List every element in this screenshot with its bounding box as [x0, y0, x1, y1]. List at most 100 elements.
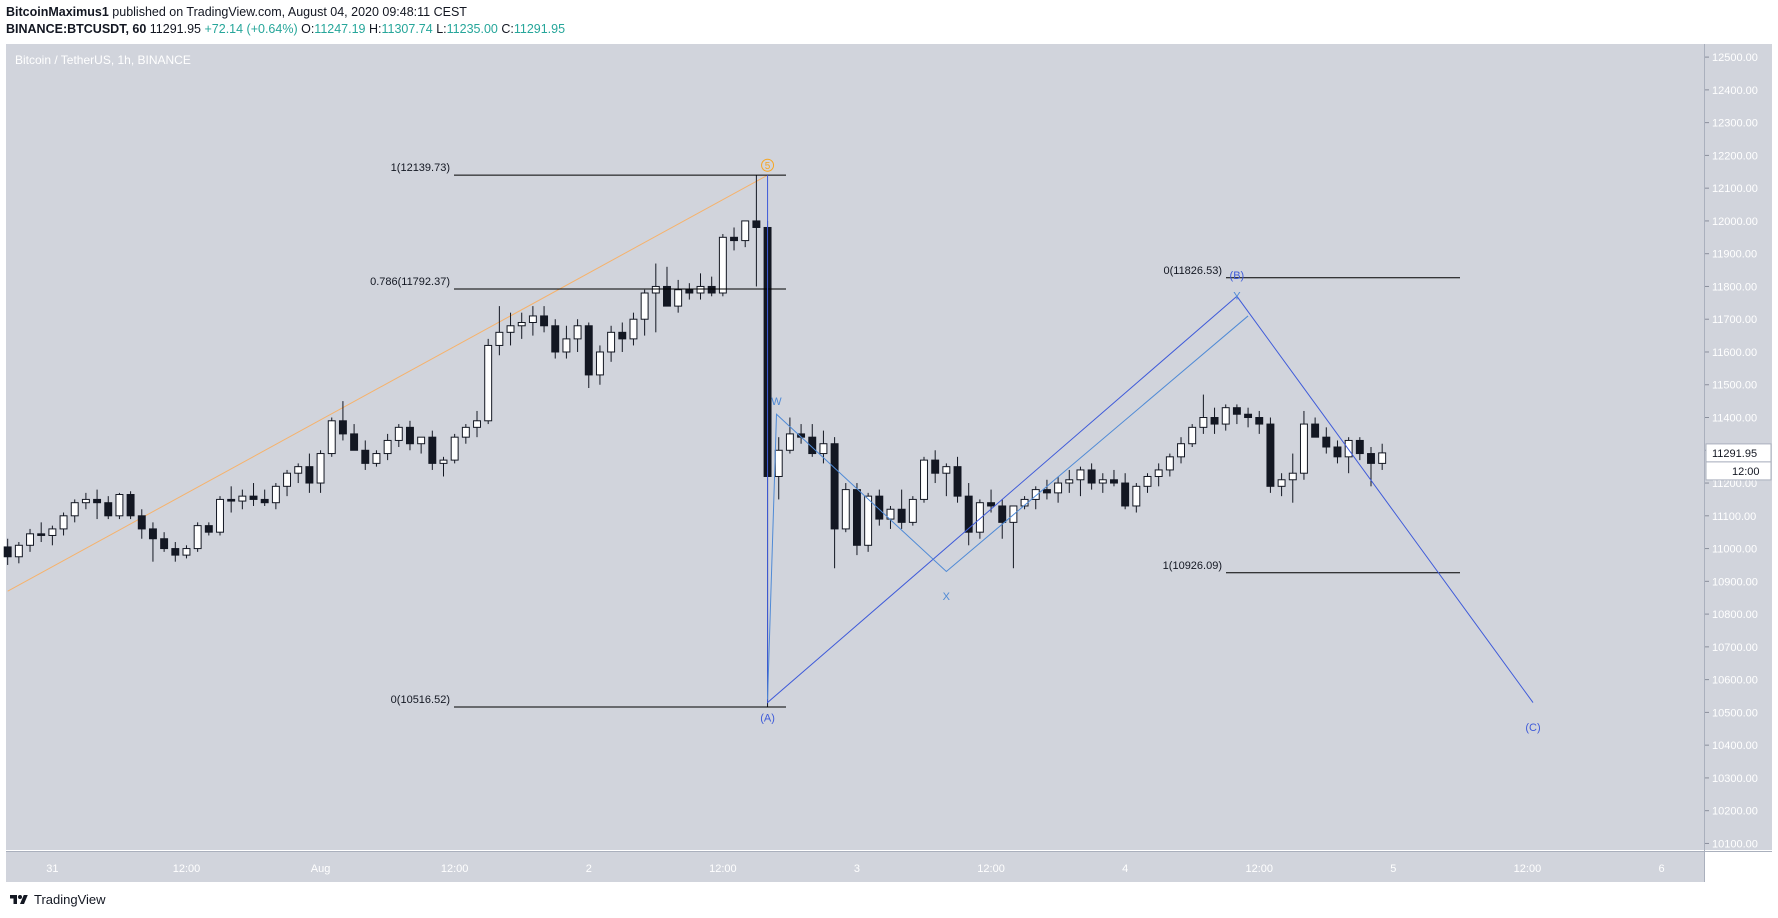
candle-body: [1288, 472, 1297, 481]
candle-body: [785, 433, 794, 451]
y-tick-label: 11200.00: [1712, 478, 1757, 490]
high-label: H:: [369, 22, 382, 36]
candle-body: [3, 546, 12, 558]
last-price-label: 11291.95: [1712, 448, 1757, 460]
tradingview-brand: TradingView: [34, 892, 106, 907]
wave-label: X: [943, 591, 951, 603]
candle-body: [1110, 479, 1118, 484]
y-tick-label: 12300.00: [1712, 118, 1758, 130]
candle-body: [428, 436, 437, 464]
symbol-label: BINANCE:BTCUSDT, 60: [6, 22, 147, 36]
candle-body: [1042, 489, 1051, 494]
publisher-line: BitcoinMaximus1 published on TradingView…: [6, 4, 565, 21]
candle-body: [707, 285, 716, 294]
last-price: 11291.95: [149, 22, 201, 36]
candle-body: [741, 220, 750, 242]
candle-body: [517, 321, 526, 327]
tradingview-footer[interactable]: TradingView: [8, 892, 106, 907]
candle-body: [1299, 423, 1308, 474]
candle-body: [1143, 475, 1152, 487]
x-tick-label: 5: [1390, 863, 1396, 875]
candle-body: [271, 485, 280, 504]
candle-body: [1322, 436, 1331, 448]
y-tick-label: 12000.00: [1712, 216, 1758, 228]
x-tick-label: 31: [46, 863, 58, 875]
candle-body: [562, 338, 571, 353]
candle-body: [618, 331, 627, 340]
candle-body: [1232, 407, 1241, 415]
candle-body: [1255, 417, 1264, 425]
candle-body: [249, 495, 258, 500]
candle-body: [450, 436, 459, 461]
trend-line: [7, 174, 768, 592]
y-tick-label: 10500.00: [1712, 707, 1758, 719]
chart-plot-area[interactable]: [6, 44, 1704, 850]
y-tick-label: 10900.00: [1712, 576, 1758, 588]
candle-body: [607, 331, 616, 353]
wave-label: (A): [760, 712, 775, 724]
candle-body: [115, 494, 124, 517]
candle-body: [752, 220, 761, 228]
candle-body: [81, 498, 90, 504]
candle-body: [1031, 489, 1040, 500]
y-tick-label: 10100.00: [1712, 838, 1758, 850]
candle-body: [718, 236, 727, 294]
wave-label: W: [771, 396, 782, 408]
candle-body: [953, 466, 962, 497]
candle-body: [182, 548, 191, 556]
candle-body: [59, 515, 68, 530]
candle-body: [484, 344, 493, 422]
time-axis[interactable]: [6, 852, 1704, 882]
y-tick-label: 12200.00: [1712, 150, 1758, 162]
fib-level-label: 0(11826.53): [1163, 265, 1222, 277]
candle-body: [551, 325, 560, 353]
candle-body: [774, 449, 783, 477]
candle-body: [1311, 423, 1320, 438]
candle-body: [1087, 469, 1096, 484]
candle-body: [26, 533, 34, 546]
candle-body: [908, 498, 917, 523]
candle-body: [730, 236, 738, 242]
candle-body: [830, 443, 839, 530]
candle-body: [998, 505, 1007, 523]
candle-body: [685, 289, 694, 294]
candle-body: [640, 292, 649, 320]
wave-label: 5: [765, 161, 771, 172]
candle-body: [987, 502, 996, 507]
candle-body: [931, 459, 940, 474]
candle-body: [283, 472, 292, 487]
candle-body: [1132, 485, 1141, 507]
open-label: O:: [301, 22, 315, 36]
y-tick-label: 10400.00: [1712, 740, 1758, 752]
candle-body: [1054, 482, 1063, 494]
candle-body: [1277, 479, 1286, 487]
candle-body: [1098, 479, 1107, 484]
candle-body: [70, 502, 79, 517]
author-name[interactable]: BitcoinMaximus1: [6, 5, 109, 19]
candle-body: [528, 315, 537, 323]
candle-body: [1188, 426, 1197, 445]
published-text: published on TradingView.com, August 04,…: [112, 5, 467, 19]
y-tick-label: 12500.00: [1712, 52, 1758, 64]
candle-body: [1165, 456, 1174, 471]
candles-layer: [3, 174, 1387, 707]
candle-body: [37, 533, 46, 536]
x-tick-label: 2: [586, 863, 592, 875]
candle-body: [506, 325, 515, 333]
candle-body: [819, 443, 828, 455]
y-tick-label: 11600.00: [1712, 347, 1757, 359]
candle-body: [1344, 439, 1353, 458]
fib-level-label: 0(10516.52): [391, 694, 450, 706]
publish-header: BitcoinMaximus1 published on TradingView…: [6, 4, 565, 38]
chart-title: Bitcoin / TetherUS, 1h, BINANCE: [15, 53, 191, 67]
y-tick-label: 11700.00: [1712, 314, 1757, 326]
candle-body: [104, 502, 113, 517]
x-tick-label: Aug: [311, 863, 331, 875]
y-tick-label: 10300.00: [1712, 773, 1758, 785]
x-tick-label: 3: [854, 863, 860, 875]
close-label: C:: [501, 22, 514, 36]
x-tick-label: 12:00: [1514, 863, 1542, 875]
candle-body: [651, 285, 660, 294]
y-tick-label: 10700.00: [1712, 642, 1758, 654]
